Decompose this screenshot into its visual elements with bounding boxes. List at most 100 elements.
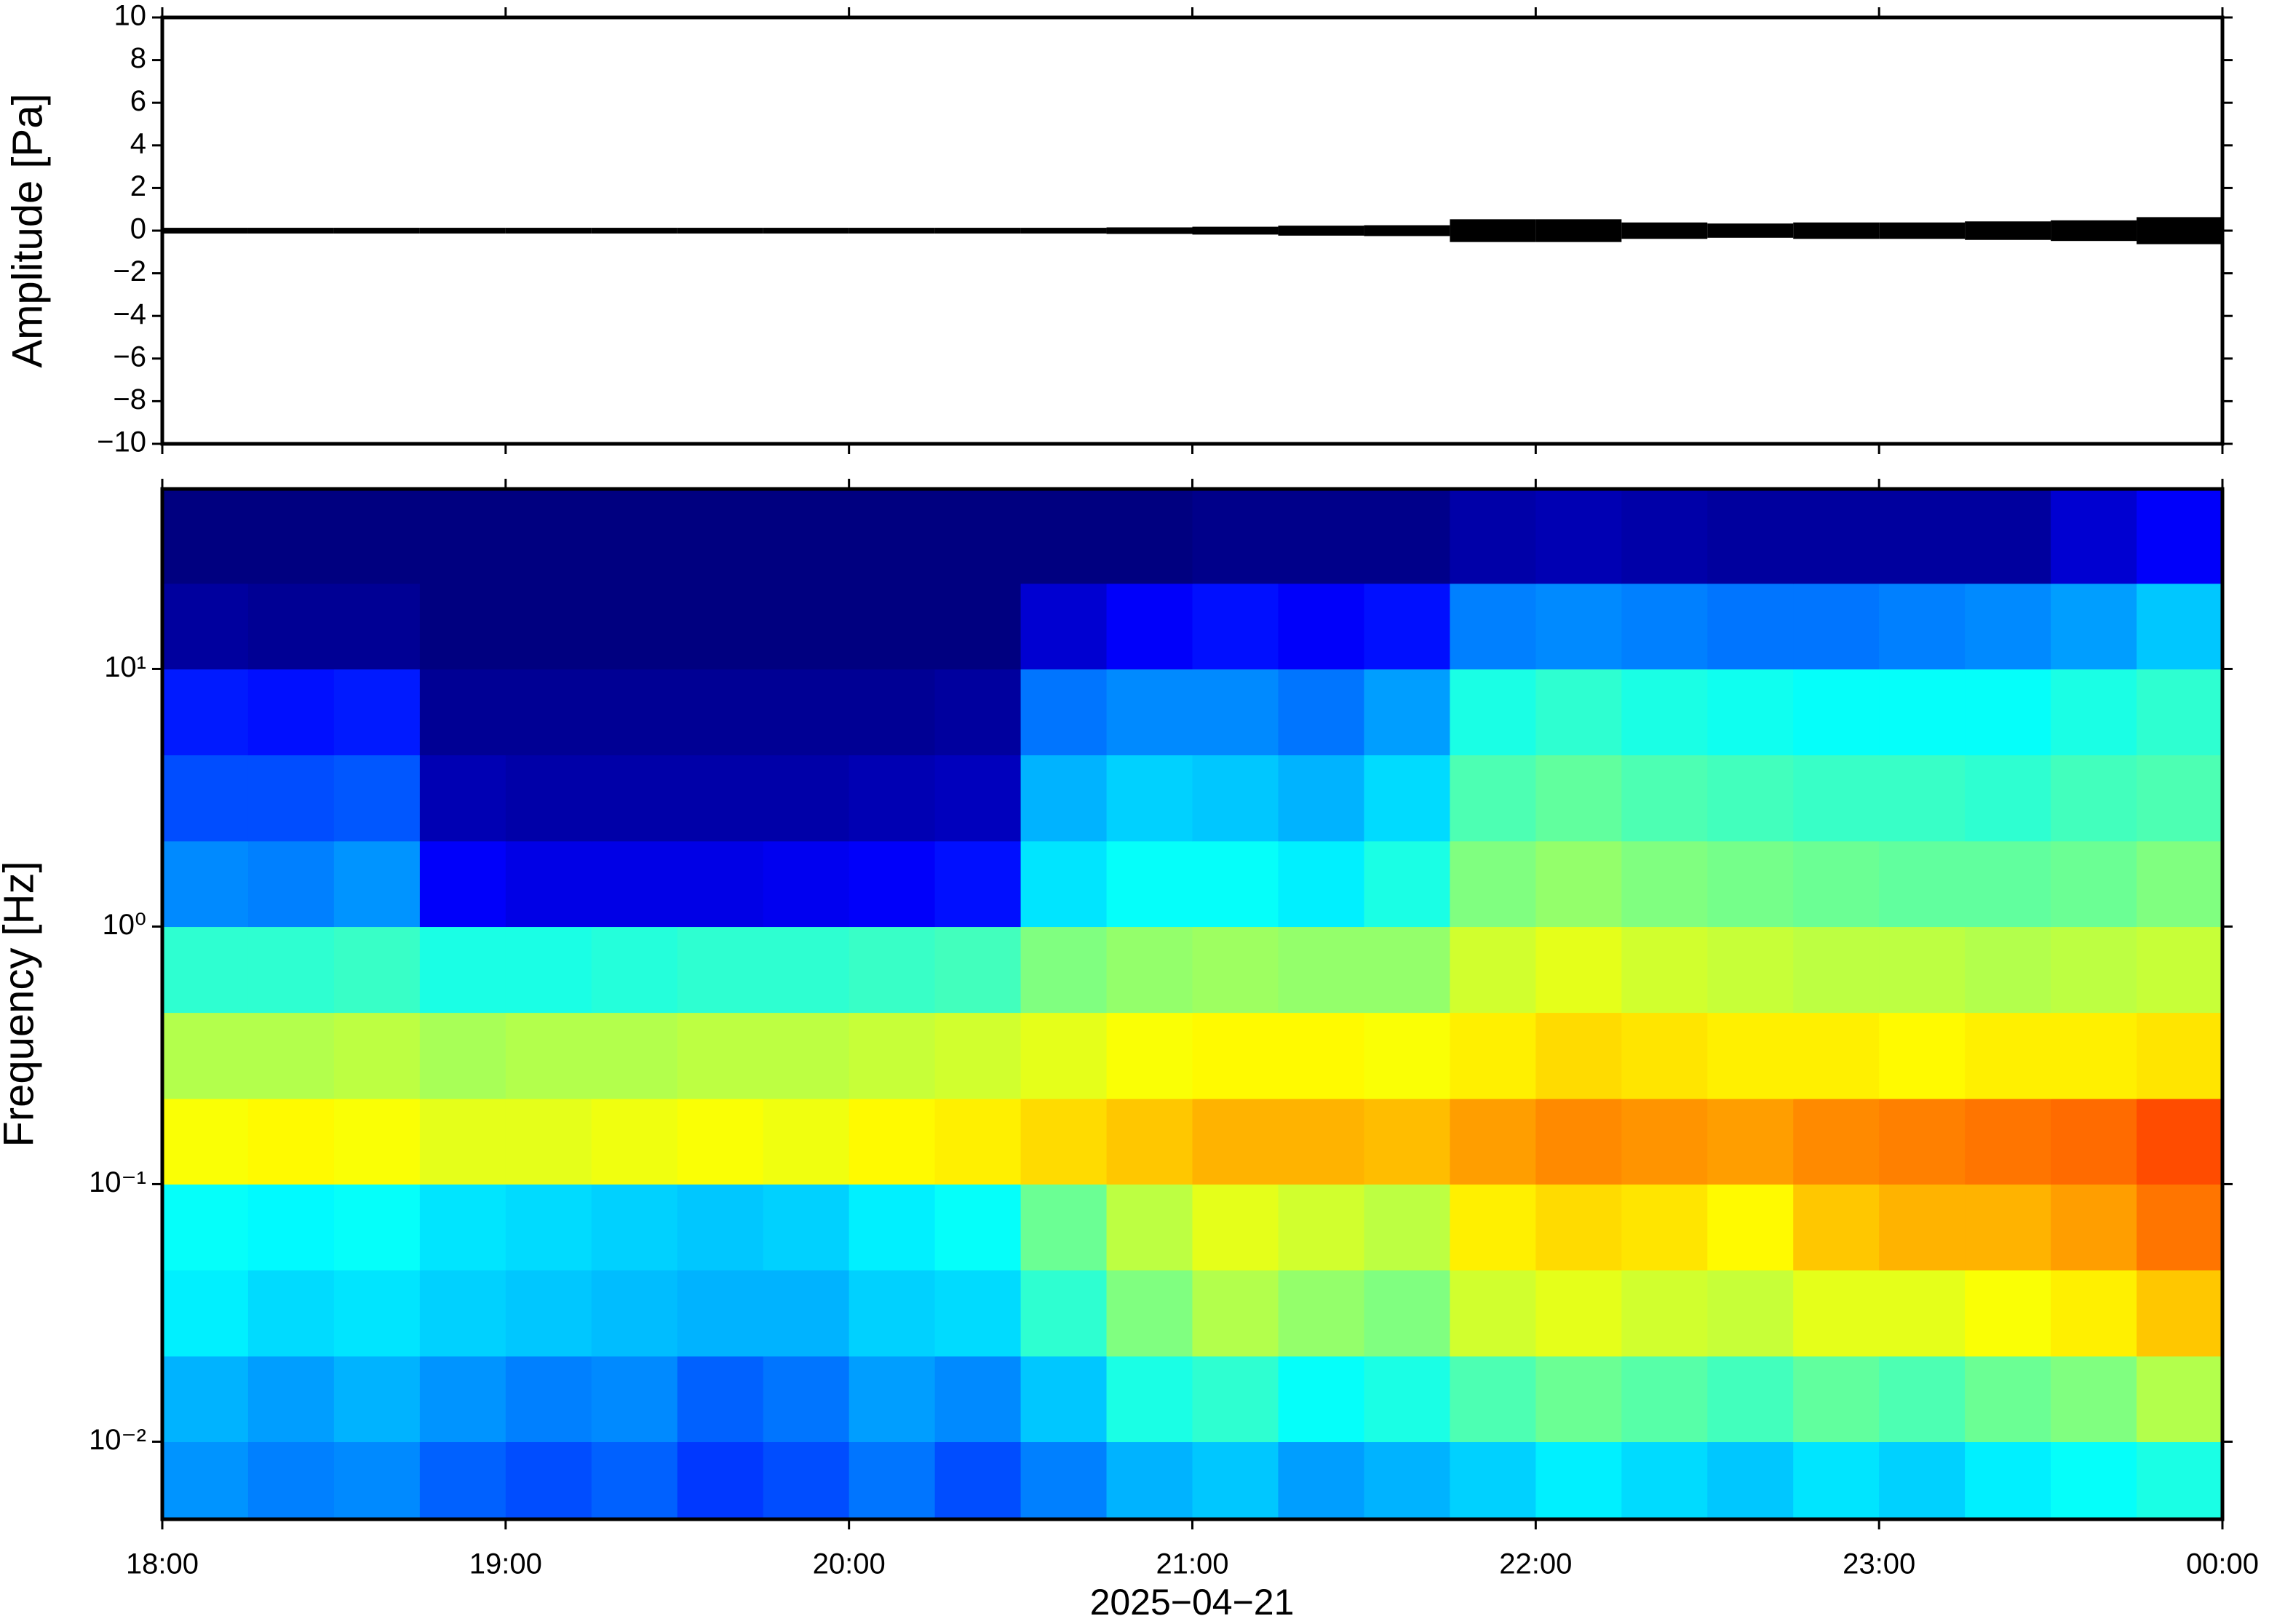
spectrogram-cell (1450, 755, 1536, 842)
spectrogram-cell (419, 1441, 506, 1520)
spectrogram-cell (591, 840, 678, 928)
spectrogram-cell (849, 926, 936, 1014)
spectrogram-cell (1364, 755, 1450, 842)
spectrogram-cell (333, 1441, 421, 1520)
y-tick-label: −8 (113, 383, 146, 415)
spectrogram-cell (333, 489, 421, 584)
spectrogram-cell (934, 1441, 1022, 1520)
spectrogram-cell (419, 1270, 506, 1357)
spectrogram-cell (1192, 840, 1279, 928)
spectrogram-cell (763, 1356, 850, 1443)
spectrogram-cell (1965, 1441, 2051, 1520)
spectrogram-cell (1020, 1356, 1108, 1443)
spectrogram-cell (2051, 1270, 2137, 1357)
spectrogram-cell (1535, 840, 1622, 928)
spectrogram-cell (934, 583, 1022, 670)
spectrogram-cell (1020, 1012, 1108, 1099)
spectrogram-cell (162, 583, 249, 670)
spectrogram-cell (763, 1012, 850, 1099)
spectrogram-cell (1535, 489, 1622, 584)
waveform-envelope (1621, 222, 1708, 239)
waveform-envelope (1020, 228, 1107, 234)
spectrogram-cell (1364, 1184, 1450, 1271)
spectrogram-cell (1621, 840, 1708, 928)
spectrogram-cell (162, 489, 249, 584)
spectrogram-cell (1106, 1441, 1193, 1520)
spectrogram-cell (2137, 1270, 2223, 1357)
spectrogram-cell (2051, 583, 2137, 670)
spectrogram-cell (1965, 926, 2051, 1014)
spectrogram-cell (1450, 926, 1536, 1014)
spectrogram-cell (1707, 1270, 1794, 1357)
spectrogram-cell (1535, 755, 1622, 842)
spectrogram-cell (1879, 489, 1966, 584)
spectrogram-cell (934, 1098, 1022, 1185)
spectrogram-cell (1621, 1356, 1708, 1443)
waveform-envelope (591, 228, 677, 234)
spectrogram-cell (1106, 1270, 1193, 1357)
spectrogram-cell (1106, 840, 1193, 928)
spectrogram-cell (1450, 1270, 1536, 1357)
spectrogram-cell (419, 1356, 506, 1443)
spectrogram-cell (1621, 669, 1708, 756)
y-tick-label: 4 (130, 127, 146, 159)
spectrogram-cell (419, 669, 506, 756)
spectrogram-cell (1793, 1184, 1880, 1271)
spectrogram-cell (419, 755, 506, 842)
spectrogram-cell (1965, 1098, 2051, 1185)
spectrogram-cell (1707, 1012, 1794, 1099)
spectrogram-cell (162, 926, 249, 1014)
spectrogram-cell (1192, 1356, 1279, 1443)
spectrogram-cell (1879, 926, 1966, 1014)
spectrogram-cell (1278, 1270, 1365, 1357)
spectrogram-cell (1535, 1441, 1622, 1520)
spectrogram-cell (1793, 1012, 1880, 1099)
spectrogram-cell (1364, 1098, 1450, 1185)
spectrogram-cell (591, 1356, 678, 1443)
spectrogram-cell (2137, 489, 2223, 584)
spectrogram-cell (505, 669, 592, 756)
spectrogram-cell (1364, 583, 1450, 670)
spectrogram-cell (1707, 489, 1794, 584)
spectrogram-cell (333, 926, 421, 1014)
spectrogram-cell (1278, 669, 1365, 756)
spectrogram-cell (677, 1184, 764, 1271)
spectrogram-cell (162, 1356, 249, 1443)
spectrogram-cell (419, 926, 506, 1014)
spectrogram-cell (162, 755, 249, 842)
spectrogram-cell (505, 1184, 592, 1271)
spectrogram-cell (2137, 1441, 2223, 1520)
spectrogram-cell (1020, 489, 1108, 584)
spectrogram-cell (247, 489, 335, 584)
spectrogram-cell (2051, 926, 2137, 1014)
spectrogram-cell (763, 1270, 850, 1357)
spectrogram-cell (1707, 926, 1794, 1014)
spectrogram-cell (2051, 840, 2137, 928)
spectrogram-cell (505, 1441, 592, 1520)
spectrogram-cell (1106, 755, 1193, 842)
waveform-envelope (1192, 226, 1279, 235)
spectrogram-cell (162, 1184, 249, 1271)
spectrogram-cell (1965, 1184, 2051, 1271)
spectrogram-cell (677, 755, 764, 842)
spectrogram-cell (591, 1441, 678, 1520)
spectrogram-cell (1364, 1270, 1450, 1357)
spectrogram-cell (1621, 1098, 1708, 1185)
spectrogram-cell (934, 1356, 1022, 1443)
spectrogram-cell (333, 840, 421, 928)
spectrogram-cell (1793, 1441, 1880, 1520)
spectrogram-cell (419, 840, 506, 928)
spectrogram-cell (162, 1098, 249, 1185)
waveform-envelope (162, 228, 248, 234)
spectrogram-cell (505, 583, 592, 670)
spectrogram-cell (1965, 489, 2051, 584)
spectrogram-cell (591, 755, 678, 842)
waveform-envelope (1707, 223, 1794, 238)
spectrogram-cell (1020, 1184, 1108, 1271)
spectrogram-cell (1965, 1356, 2051, 1443)
waveform-envelope (419, 228, 506, 234)
spectrogram-cell (591, 669, 678, 756)
spectrogram-cell (1793, 926, 1880, 1014)
spectrogram-cell (1793, 669, 1880, 756)
spectrogram-cell (247, 1270, 335, 1357)
